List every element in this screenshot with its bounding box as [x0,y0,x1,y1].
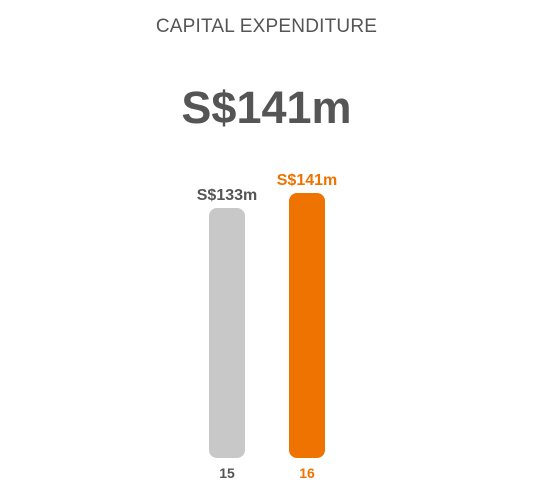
bar-value-label: S$141m [277,172,338,189]
bar-15 [209,208,245,458]
bar-16 [289,193,325,458]
x-tick-label: 16 [299,465,315,481]
x-tick-label: 15 [219,465,235,481]
chart-title: CAPITAL EXPENDITURE [155,16,378,37]
bar-value-label: S$133m [197,187,258,204]
headline-value: S$141m [181,82,352,133]
